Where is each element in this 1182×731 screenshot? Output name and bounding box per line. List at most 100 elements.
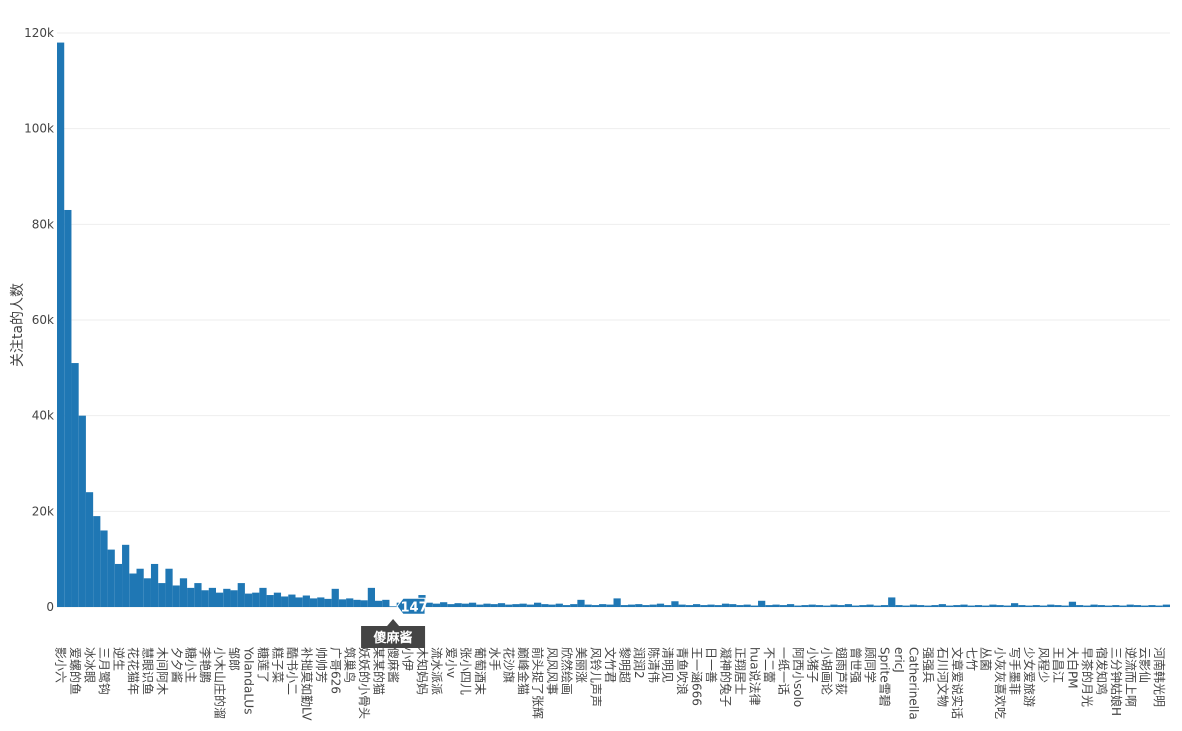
- x-tick-label: 帅帅芳: [314, 647, 328, 683]
- y-tick-label: 100k: [24, 122, 54, 136]
- x-tick-label: 爱小v: [444, 647, 458, 678]
- bar: [859, 605, 867, 607]
- x-tick-label: 冰冰眼: [83, 647, 97, 683]
- bar: [375, 600, 383, 607]
- bar: [642, 605, 650, 607]
- bar: [591, 605, 600, 607]
- bar: [808, 604, 816, 607]
- bar: [440, 602, 448, 607]
- y-tick-label: 20k: [32, 504, 54, 518]
- bar: [1133, 605, 1142, 607]
- bar: [122, 544, 130, 607]
- x-tick-label: 木间阿木: [155, 647, 169, 695]
- bar: [1162, 604, 1170, 607]
- bar: [960, 604, 968, 607]
- x-tick-label: 某某的猫: [372, 647, 387, 695]
- x-tick-label: Sprite雪碧: [878, 647, 892, 707]
- bar: [837, 605, 845, 607]
- x-tick-label: 丛菌: [979, 647, 993, 671]
- x-tick-label: 翅雨芦荻: [834, 647, 849, 695]
- bar: [938, 604, 946, 607]
- x-tick-label: 王一涵666: [690, 647, 704, 706]
- bar: [107, 549, 115, 607]
- x-tick-label: 水手: [487, 647, 501, 671]
- bar: [786, 604, 795, 607]
- x-tick-label: 强强兵: [921, 647, 935, 683]
- bar: [815, 605, 824, 607]
- x-tick-label: 逆生: [111, 647, 126, 671]
- bar: [266, 595, 274, 607]
- bar: [244, 593, 253, 607]
- bar: [989, 604, 997, 607]
- x-tick-label: 补拙莫如勤LV: [299, 647, 314, 721]
- y-axis-title: 关注ta的人数: [10, 283, 26, 367]
- bar: [620, 605, 628, 607]
- bar: [931, 605, 939, 607]
- tooltip-category: 傻麻酱: [374, 630, 413, 646]
- x-tick-label: 葡萄酒末: [473, 647, 487, 695]
- bar: [57, 42, 65, 608]
- bar: [490, 604, 498, 607]
- bar: [678, 604, 686, 607]
- tooltip-box: [396, 597, 426, 615]
- x-tick-label: 花花猫年: [126, 647, 141, 695]
- bar: [230, 590, 238, 607]
- bar: [953, 605, 961, 607]
- bar: [1155, 605, 1163, 607]
- x-tick-label: 黎明超: [617, 647, 632, 683]
- bar: [974, 605, 983, 607]
- bar: [208, 587, 216, 607]
- bar: [461, 603, 469, 607]
- y-tick-label: 40k: [32, 409, 54, 423]
- x-tick-label: 美丽涨: [574, 647, 589, 683]
- x-tick-label: 木知妈妈: [415, 647, 429, 695]
- bar: [1112, 605, 1120, 607]
- x-tick-label: 云影仙: [1138, 647, 1152, 683]
- bar: [1054, 605, 1062, 607]
- bar: [555, 603, 563, 607]
- bar: [1018, 605, 1026, 607]
- bar: [534, 602, 542, 607]
- x-tick-label: 小木山庄的溜: [213, 647, 228, 719]
- bar: [664, 605, 672, 607]
- bar: [1011, 603, 1019, 607]
- x-tick-label: 王昌江: [1051, 647, 1065, 683]
- bar: [353, 599, 361, 607]
- x-tick-label: 三分钟姑娘H: [1109, 647, 1124, 716]
- x-tick-label: 少女爱旅游: [1022, 647, 1037, 707]
- bar: [562, 605, 571, 607]
- x-tick-label: 巅峰金猫: [516, 647, 531, 695]
- bar: [570, 604, 578, 607]
- bar: [389, 606, 397, 607]
- x-tick-label: 七竹: [964, 647, 978, 671]
- bar: [158, 583, 166, 607]
- bar: [483, 603, 491, 607]
- x-tick-label: 欣然绘画: [560, 647, 575, 695]
- bar: [295, 597, 303, 607]
- bar: [765, 605, 773, 607]
- x-tick-label: Catherinella: [906, 647, 920, 720]
- bar: [548, 604, 556, 607]
- x-tick-label: 大白PM: [1065, 647, 1080, 689]
- x-tick-label: 清明见: [661, 647, 675, 683]
- x-tick-label: 糖莲了: [256, 647, 271, 683]
- bar: [823, 605, 831, 607]
- bar: [1148, 605, 1156, 607]
- bar: [194, 583, 202, 607]
- bar: [93, 516, 101, 607]
- bar: [758, 600, 766, 607]
- x-tick-label: 影小六: [54, 647, 68, 683]
- bar: [468, 602, 477, 607]
- bar: [794, 605, 802, 607]
- x-tick-label: 广哥626: [328, 647, 342, 694]
- bar: [505, 604, 513, 607]
- x-tick-label: 傻麻酱: [386, 647, 401, 683]
- x-tick-label: 李艳鹏: [198, 647, 213, 683]
- bar: [721, 603, 730, 607]
- tooltip-category-box: [361, 619, 426, 648]
- x-tick-label: 日一善: [704, 647, 719, 683]
- bar: [707, 604, 715, 607]
- x-tick-label: 曾世强: [849, 647, 863, 683]
- x-tick-label: 一纸一话: [776, 647, 790, 695]
- bar: [367, 587, 375, 607]
